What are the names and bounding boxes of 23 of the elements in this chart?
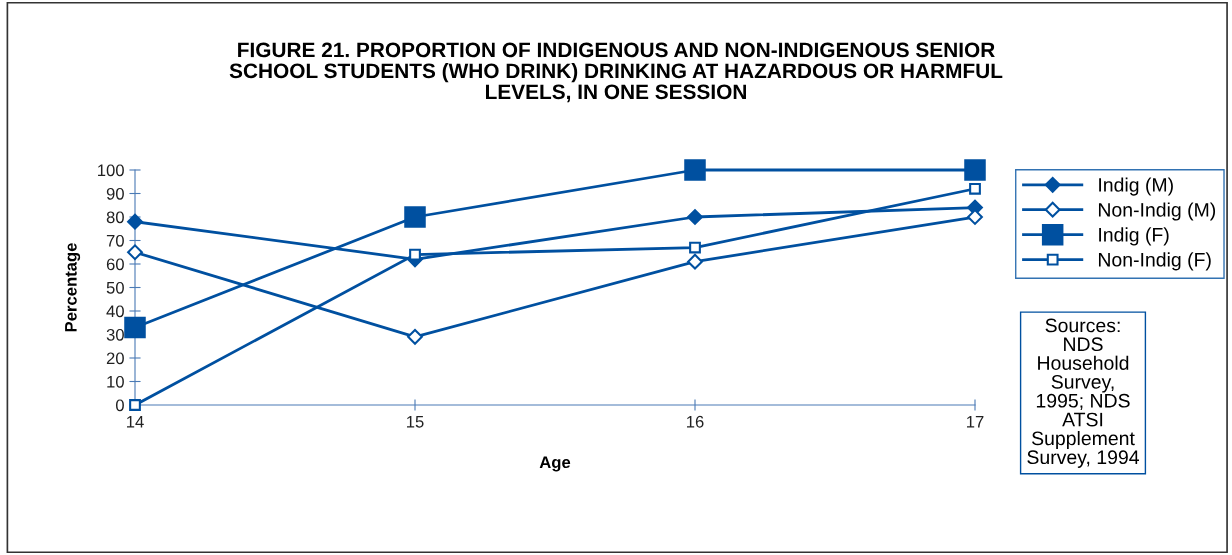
source-note: Sources: NDS Household Survey, 1995; NDS ATSI Supplement Survey, 1994: [1027, 318, 1140, 468]
y-tick-label: 50: [106, 281, 124, 294]
legend-label: Indig (M): [1099, 177, 1173, 196]
legend-label: Non-Indig (M): [1098, 202, 1216, 221]
x-tick-label: 16: [687, 415, 704, 428]
x-tick-label: 14: [127, 416, 144, 428]
y-tick-label: 20: [106, 352, 124, 365]
legend-label: Indig (F): [1099, 227, 1169, 246]
y-axis-title: Percentage: [65, 243, 81, 332]
y-tick-label: 90: [106, 187, 124, 200]
y-tick-label: 0: [115, 399, 124, 412]
x-axis-title: Age: [539, 456, 571, 472]
y-tick-label: 60: [106, 258, 124, 271]
y-tick-label: 80: [106, 211, 124, 224]
x-tick-label: 15: [407, 416, 424, 428]
y-tick-label: 30: [106, 328, 124, 341]
chart-title: FIGURE 21. PROPORTION OF INDIGENOUS AND NON-INDIGENOUS SENIOR SCHOOL STUDENTS (WHO DRINK) DRINKING AT HAZARDOUS OR HARMFUL LEVELS, IN ONE SESSION: [229, 42, 1003, 103]
y-tick-label: 40: [106, 305, 124, 318]
x-tick-label: 17: [967, 416, 984, 428]
y-tick-label: 70: [106, 234, 124, 247]
y-tick-label: 100: [98, 164, 124, 177]
y-tick-label: 10: [107, 375, 124, 388]
legend-label: Non-Indig (F): [1098, 252, 1211, 271]
